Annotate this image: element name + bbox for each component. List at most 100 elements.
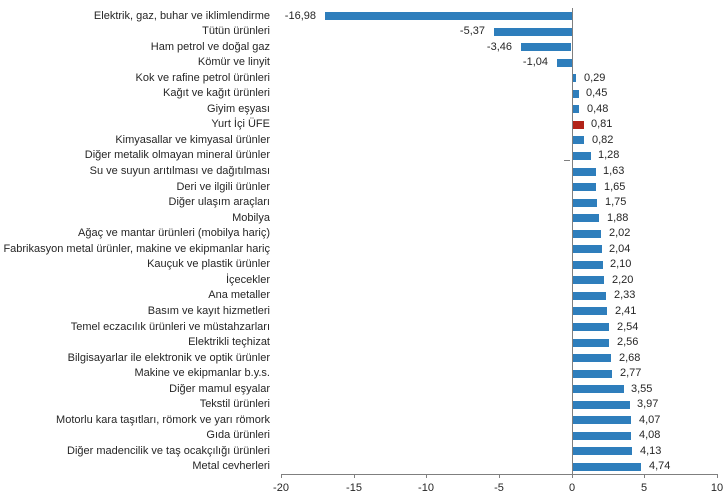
category-label: Tekstil ürünleri: [199, 398, 270, 410]
category-label: Gıda ürünleri: [206, 429, 270, 441]
category-label: Mobilya: [232, 212, 270, 224]
category-label: Kauçuk ve plastik ürünler: [147, 258, 270, 270]
x-tick: [354, 474, 355, 478]
bar: [572, 432, 631, 440]
category-label: Diğer ulaşım araçları: [168, 196, 270, 208]
bar: [494, 28, 572, 36]
bar: [572, 323, 609, 331]
bar: [572, 292, 606, 300]
bar: [572, 245, 602, 253]
bar: [572, 354, 611, 362]
value-label: 2,04: [609, 243, 631, 255]
bar: [572, 105, 579, 113]
x-tick-label: 5: [640, 482, 648, 494]
value-label: 0,82: [592, 134, 614, 146]
x-tick: [572, 474, 573, 478]
category-label: Kömür ve linyit: [197, 56, 270, 68]
value-label: 1,63: [603, 165, 625, 177]
bar: [572, 463, 641, 471]
category-label: Motorlu kara taşıtları, römork ve yarı r…: [56, 414, 270, 426]
bar: [572, 447, 632, 455]
bar: [325, 12, 572, 20]
value-label: 2,02: [609, 227, 631, 239]
bar: [572, 370, 612, 378]
value-label: 4,08: [639, 429, 661, 441]
bar: [572, 74, 576, 82]
value-label: 0,45: [586, 87, 608, 99]
x-tick: [281, 474, 282, 478]
x-tick-label: 0: [568, 482, 576, 494]
value-label: 2,33: [614, 289, 636, 301]
category-label: Su ve suyun arıtılması ve dağıtılması: [89, 165, 270, 177]
value-label: 3,97: [637, 398, 659, 410]
category-label: İçecekler: [225, 274, 270, 286]
category-label: Ağaç ve mantar ürünleri (mobilya hariç): [78, 227, 270, 239]
category-label: Yurt İçi ÜFE: [211, 118, 270, 130]
bar: [572, 230, 601, 238]
value-label: 2,20: [612, 274, 634, 286]
bar: [572, 199, 597, 207]
category-axis-tick: [564, 160, 570, 161]
value-label: 2,41: [615, 305, 637, 317]
value-label: 0,29: [584, 72, 606, 84]
value-label: -3,46: [486, 41, 512, 53]
zero-axis-line: [572, 8, 573, 474]
category-label: Elektrikli teçhizat: [188, 336, 270, 348]
bar: [572, 183, 596, 191]
category-label: Makine ve ekipmanlar b.y.s.: [134, 367, 270, 379]
value-label: 4,07: [639, 414, 661, 426]
value-label: -1,04: [522, 56, 548, 68]
category-label: Deri ve ilgili ürünler: [176, 181, 270, 193]
value-label: -5,37: [459, 25, 485, 37]
bar: [557, 59, 572, 67]
category-label: Diğer mamul eşyalar: [169, 383, 270, 395]
category-label: Metal cevherleri: [192, 460, 270, 472]
bar: [572, 339, 609, 347]
x-tick-label: -15: [346, 482, 362, 494]
category-label: Kimyasallar ve kimyasal ürünler: [115, 134, 270, 146]
bar: [572, 416, 631, 424]
value-label: 1,65: [604, 181, 626, 193]
value-label: 4,13: [640, 445, 662, 457]
bar: [572, 168, 596, 176]
value-label: 1,75: [605, 196, 627, 208]
x-tick-label: -20: [273, 482, 289, 494]
category-label: Elektrik, gaz, buhar ve iklimlendirme: [93, 10, 270, 22]
value-label: 0,81: [591, 118, 613, 130]
bar: [572, 214, 599, 222]
bar: [572, 401, 630, 409]
value-label: 2,10: [610, 258, 632, 270]
category-label: Giyim eşyası: [207, 103, 270, 115]
category-label: Ham petrol ve doğal gaz: [150, 41, 270, 53]
x-tick-label: 10: [710, 482, 724, 494]
category-label: Bilgisayarlar ile elektronik ve optik ür…: [67, 352, 270, 364]
bar: [572, 136, 584, 144]
bar: [572, 90, 579, 98]
category-label: Kağıt ve kağıt ürünleri: [162, 87, 270, 99]
x-tick-label: -10: [418, 482, 434, 494]
bar: [521, 43, 571, 51]
category-label: Diğer madencilik ve taş ocakçılığı ürünl…: [67, 445, 270, 457]
category-label: Kok ve rafine petrol ürünleri: [135, 72, 270, 84]
value-label: 2,77: [620, 367, 642, 379]
x-tick: [499, 474, 500, 478]
category-label: Temel eczacılık ürünleri ve müstahzarlar…: [70, 321, 270, 333]
highlight-bar: [572, 121, 584, 129]
bar: [572, 261, 603, 269]
category-label: Fabrikasyon metal ürünler, makine ve eki…: [3, 243, 270, 255]
x-tick-label: -5: [494, 482, 504, 494]
x-tick: [644, 474, 645, 478]
bar: [572, 307, 607, 315]
value-label: 2,68: [619, 352, 641, 364]
category-label: Basım ve kayıt hizmetleri: [147, 305, 270, 317]
value-label: 3,55: [631, 383, 653, 395]
bar: [572, 385, 624, 393]
value-label: 2,56: [617, 336, 639, 348]
category-label: Tütün ürünleri: [202, 25, 270, 37]
x-tick: [717, 474, 718, 478]
value-label: 2,54: [617, 321, 639, 333]
value-label: -16,98: [284, 10, 316, 22]
value-label: 4,74: [649, 460, 671, 472]
x-tick: [426, 474, 427, 478]
